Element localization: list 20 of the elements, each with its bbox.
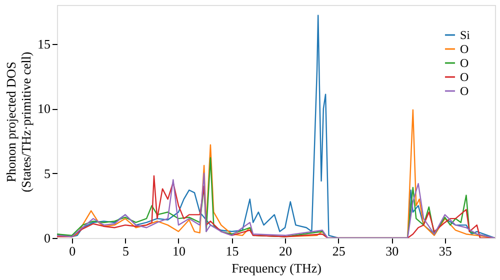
x-tick-label: 35	[438, 244, 452, 258]
x-tick-label: 30	[386, 244, 399, 258]
y-axis-title: Phonon projected DOS (States/THz·primitive cell)	[4, 52, 34, 192]
y-tick-label: 15	[38, 36, 50, 52]
y-tick-label: 5	[44, 166, 50, 181]
x-tick-label: 20	[279, 244, 292, 258]
x-tick-label: 5	[122, 244, 129, 258]
x-axis-title: Frequency (THz)	[232, 260, 322, 276]
x-tick-label: 10	[172, 244, 186, 258]
x-tick-label: 0	[69, 244, 76, 258]
legend-label: O	[460, 84, 469, 98]
line-series	[57, 14, 495, 238]
legend-label: Si	[460, 28, 471, 42]
x-tick-label: 15	[226, 244, 239, 258]
x-tick-label: 25	[332, 244, 346, 258]
y-tick-label: 0	[44, 230, 50, 246]
legend-label: O	[460, 56, 469, 70]
legend-label: O	[460, 42, 469, 56]
legend-label: O	[460, 70, 469, 84]
y-tick-label: 10	[38, 101, 50, 116]
